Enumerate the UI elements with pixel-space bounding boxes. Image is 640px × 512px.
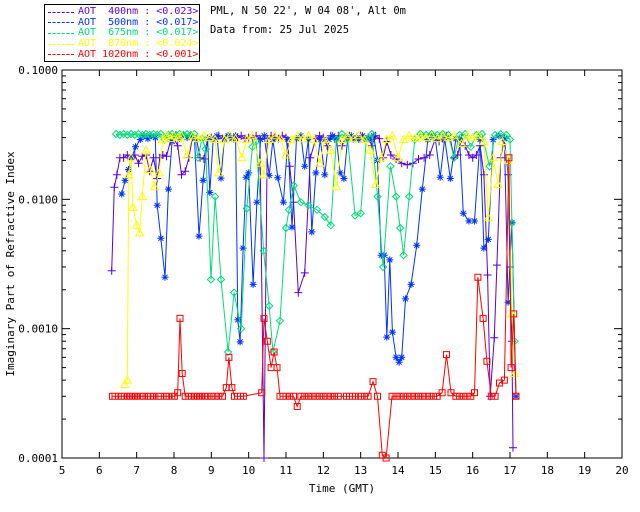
series-markers-aot-870nm bbox=[119, 130, 520, 388]
x-tick-label: 7 bbox=[133, 464, 140, 477]
plot-frame bbox=[61, 69, 623, 459]
legend-dash-675nm bbox=[48, 32, 74, 34]
data-date-text: Data from: 25 Jul 2025 bbox=[210, 24, 350, 36]
x-tick-label: 15 bbox=[429, 464, 442, 477]
x-tick-label: 17 bbox=[503, 464, 516, 477]
legend-row-675nm: AOT 675nm : <0.017> bbox=[48, 27, 199, 39]
legend-row-500nm: AOT 500nm : <0.017> bbox=[48, 16, 199, 29]
x-tick-label: 8 bbox=[171, 464, 178, 477]
series-markers-aot-675nm bbox=[111, 129, 519, 357]
y-tick-label: 0.1000 bbox=[18, 64, 58, 77]
legend-label-1020nm: AOT 1020nm : <0.001> bbox=[78, 48, 199, 60]
series-group bbox=[107, 129, 520, 462]
legend-row-400nm: AOT 400nm : <0.023> bbox=[48, 6, 199, 18]
legend-dash-1020nm bbox=[48, 54, 74, 56]
y-tick-label: 0.0100 bbox=[18, 193, 58, 206]
x-tick-label: 19 bbox=[578, 464, 591, 477]
axes-group: 5 6 7 8 9 10 11 12 13 14 15 16 17 18 19 20 0.1000 0.0100 0… bbox=[18, 64, 628, 477]
x-tick-label: 9 bbox=[208, 464, 215, 477]
legend-label-870nm: AOT 870nm : <0.024> bbox=[78, 38, 199, 50]
x-tick-label: 14 bbox=[391, 464, 405, 477]
series-line-aot-400nm bbox=[111, 134, 514, 459]
legend-row-1020nm: AOT 1020nm : <0.001> bbox=[48, 48, 199, 60]
legend-box: AOT 400nm : <0.023> AOT 500nm : <0.017> … bbox=[44, 4, 200, 62]
series-line-aot-870nm bbox=[124, 134, 515, 385]
legend-label-675nm: AOT 675nm : <0.017> bbox=[78, 27, 199, 39]
legend-dash-870nm bbox=[48, 43, 74, 45]
x-tick-label: 12 bbox=[317, 464, 330, 477]
plot-header: PML, N 50 22', W 04 08', Alt 0m Data fro… bbox=[210, 6, 406, 44]
x-tick-label: 20 bbox=[615, 464, 628, 477]
legend-dash-400nm bbox=[48, 11, 74, 13]
series-markers-aot-1020nm bbox=[108, 154, 520, 462]
legend-label-400nm: AOT 400nm : <0.023> bbox=[78, 6, 199, 18]
legend-label-500nm: AOT 500nm : <0.017> bbox=[78, 16, 199, 28]
x-tick-label: 5 bbox=[59, 464, 66, 477]
x-tick-label: 6 bbox=[96, 464, 103, 477]
x-tick-label: 11 bbox=[279, 464, 292, 477]
x-tick-label: 10 bbox=[242, 464, 255, 477]
site-location-text: PML, N 50 22', W 04 08', Alt 0m bbox=[210, 5, 406, 17]
legend-row-870nm: AOT 870nm : <0.024> bbox=[48, 38, 199, 50]
legend-dash-500nm bbox=[48, 22, 74, 24]
x-tick-label: 18 bbox=[541, 464, 554, 477]
x-axis-title: Time (GMT) bbox=[309, 482, 375, 495]
y-axis-title: Imaginary Part of Refractive Index bbox=[4, 151, 17, 377]
x-tick-label: 16 bbox=[466, 464, 479, 477]
x-tick-label: 13 bbox=[354, 464, 367, 477]
y-tick-label: 0.0010 bbox=[18, 323, 58, 336]
y-tick-label: 0.0001 bbox=[18, 452, 58, 465]
